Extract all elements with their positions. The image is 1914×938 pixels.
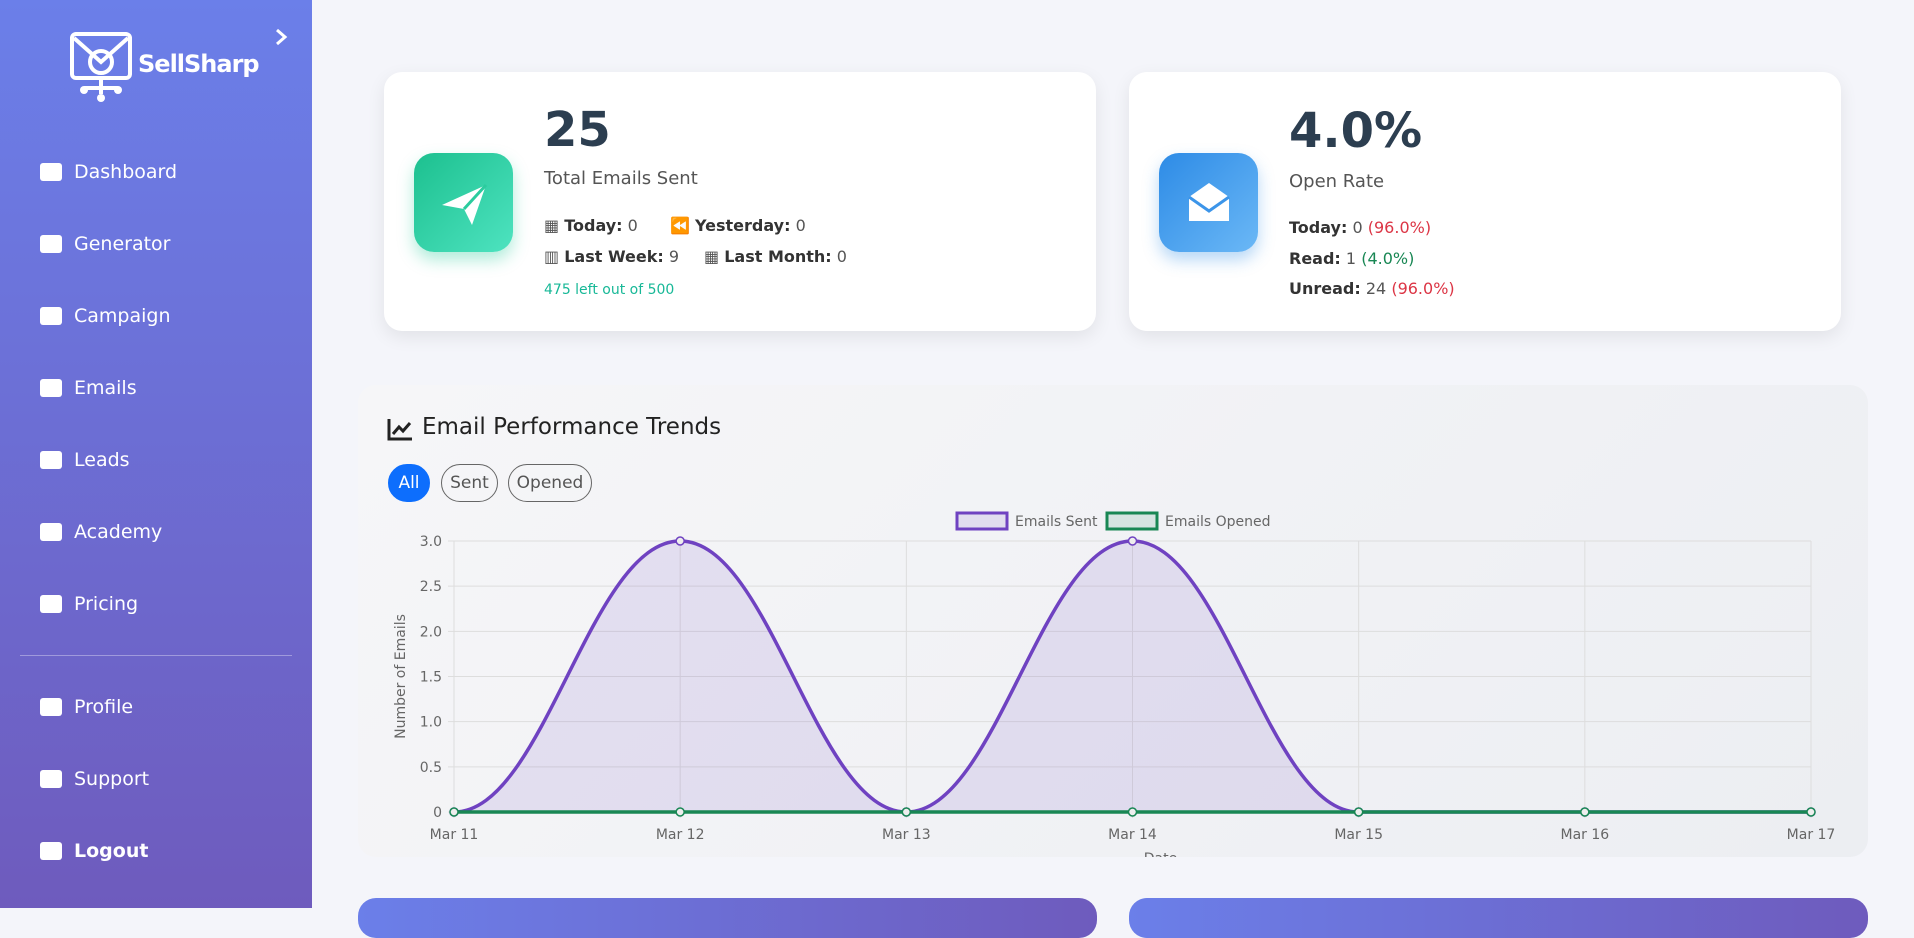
stat-item: ▥ Last Week: 9 [544, 247, 680, 266]
stat-item: Today: 0 (96.0%) [1289, 218, 1431, 237]
stat-value: 0 [1352, 218, 1363, 237]
filter-button[interactable]: Sent [441, 464, 498, 502]
point [449, 807, 459, 817]
card [1129, 898, 1868, 938]
stat-value: 0 [795, 216, 806, 235]
y-tick-label: 0 [433, 805, 442, 821]
nav-item[interactable]: Academy [74, 521, 163, 543]
x-tick-label: Mar 14 [1108, 827, 1157, 843]
nav-item[interactable]: Leads [74, 449, 130, 471]
y-axis-title: Number of Emails [393, 614, 409, 739]
nav-item[interactable]: Support [74, 768, 150, 790]
y-tick-label: 3.0 [420, 534, 442, 550]
stat-label: Read: [1289, 249, 1341, 268]
stat-card: 4.0% Open Rate Today: 0 (96.0%) Read: 1 … [1129, 72, 1841, 331]
legend-label: Emails Opened [1165, 514, 1270, 530]
stat-item: Read: 1 (4.0%) [1289, 249, 1414, 268]
stat-label: Today: [564, 216, 623, 235]
x-tick-label: Mar 12 [656, 827, 705, 843]
stat-value: 24 [1365, 279, 1387, 298]
stat-label: Open Rate [1289, 171, 1385, 192]
nav-icon [40, 235, 62, 253]
logo-icon [70, 32, 132, 102]
nav-icon [40, 379, 62, 397]
stat-note: (96.0%) [1391, 279, 1455, 298]
icon [1159, 153, 1258, 252]
legend-label: Emails Sent [1015, 514, 1098, 530]
x-tick-label: Mar 16 [1560, 827, 1609, 843]
stat-label: Last Week: [564, 247, 664, 266]
stat-label: Unread: [1289, 279, 1361, 298]
stat-note: (4.0%) [1361, 249, 1415, 268]
point [1353, 807, 1364, 817]
collapse-button[interactable] [274, 28, 288, 46]
card [358, 898, 1097, 938]
nav-icon [40, 163, 62, 181]
legend-swatch [955, 511, 1009, 531]
nav-item[interactable]: Profile [74, 696, 134, 718]
nav-icon [40, 770, 62, 788]
stat-label: Total Emails Sent [544, 168, 698, 189]
stat-value: 0 [836, 247, 847, 266]
point [1127, 536, 1138, 546]
page: SellSharp Dashboard Generator Campaign Emai… [0, 0, 1868, 938]
icon [414, 153, 513, 252]
divider [20, 655, 292, 656]
y-tick-label: 2.5 [420, 579, 442, 595]
legend-swatch [1105, 511, 1159, 531]
chart-icon [387, 419, 412, 441]
y-tick-label: 1.5 [420, 670, 442, 686]
stat-value: 1 [1345, 249, 1357, 268]
area [454, 541, 1811, 812]
stat-label: Last Month: [724, 247, 832, 266]
sidebar: SellSharp Dashboard Generator Campaign Emai… [0, 0, 312, 908]
brand: SellSharp [138, 50, 260, 78]
nav-icon [40, 307, 62, 325]
stat-label: Today: [1289, 218, 1348, 237]
nav-item[interactable]: Generator [74, 233, 171, 255]
x-tick-label: Mar 15 [1334, 827, 1383, 843]
stat-card: 25 Total Emails Sent ▦ Today: 0 ⏪ Yester… [384, 72, 1096, 331]
chart-title: Email Performance Trends [422, 414, 722, 440]
x-tick-label: Mar 11 [430, 827, 479, 843]
point [675, 807, 685, 817]
stat-item: ▦ Last Month: 0 [704, 247, 847, 266]
nav-icon [40, 595, 62, 613]
filter-button[interactable]: All [388, 464, 430, 502]
nav-icon [40, 842, 62, 860]
x-tick-label: Mar 17 [1787, 827, 1836, 843]
nav-item[interactable]: Campaign [74, 305, 171, 327]
nav-item[interactable]: Dashboard [74, 161, 178, 183]
stat-item: Unread: 24 (96.0%) [1289, 279, 1455, 298]
y-tick-label: 0.5 [420, 760, 442, 776]
stat-label: Yesterday: [695, 216, 791, 235]
point [675, 536, 685, 546]
x-tick-label: Mar 13 [882, 827, 931, 843]
point [1580, 807, 1590, 817]
nav-icon [40, 698, 62, 716]
stat-value: 9 [668, 247, 680, 266]
nav-item[interactable]: Logout [74, 840, 149, 862]
nav-icon [40, 523, 62, 541]
chart: 0 0.5 1.0 1.5 2.0 2.5 3.0 Mar 11 Mar 12 Mar 13 Mar… [393, 511, 1836, 857]
stat-item: ⏪ Yesterday: 0 [670, 216, 806, 235]
nav-item[interactable]: Pricing [74, 593, 139, 615]
stat-note: (96.0%) [1367, 218, 1432, 237]
nav-item[interactable]: Emails [74, 377, 137, 399]
stat-value: 0 [627, 216, 638, 235]
y-tick-label: 2.0 [420, 624, 442, 640]
chart-panel: Email Performance Trends All Sent Opened… [358, 385, 1868, 857]
stat-value: 4.0% [1289, 103, 1423, 159]
x-axis-title: Date [1144, 851, 1177, 857]
point [1806, 807, 1816, 817]
nav-icon [40, 451, 62, 469]
y-tick-label: 1.0 [420, 715, 442, 731]
stat-value: 25 [544, 102, 611, 158]
point [901, 807, 912, 817]
stat-item: ▦ Today: 0 [544, 216, 638, 235]
filter-button[interactable]: Opened [508, 464, 592, 502]
point [1127, 807, 1138, 817]
quota: 475 left out of 500 [544, 282, 675, 298]
